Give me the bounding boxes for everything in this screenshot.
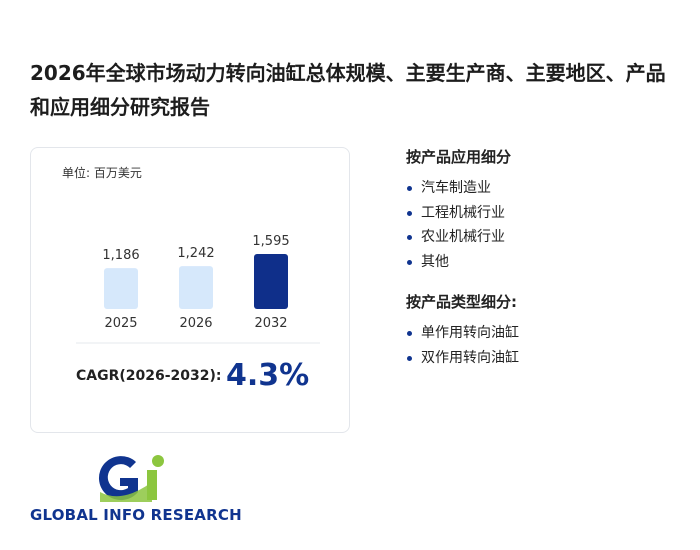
bar <box>179 266 213 309</box>
x-tick-label: 2032 <box>254 316 287 331</box>
report-title: 2026年全球市场动力转向油缸总体规模、主要生产商、主要地区、产品和应用细分研究… <box>30 61 666 119</box>
logo-text: GLOBAL INFO RESEARCH <box>30 506 242 524</box>
segment-item: 双作用转向油缸 <box>406 346 519 371</box>
cagr-value: 4.3% <box>226 358 310 393</box>
segment-group: 按产品类型细分: 单作用转向油缸 双作用转向油缸 <box>406 291 519 370</box>
segment-list: 单作用转向油缸 双作用转向油缸 <box>406 321 519 370</box>
value-label: 1,186 <box>102 248 139 263</box>
market-card <box>30 147 350 433</box>
segment-group: 按产品应用细分汽车制造业 工程机械行业 农业机械行业 其他 <box>406 146 511 274</box>
x-tick-label: 2025 <box>104 316 137 331</box>
bar <box>104 268 138 309</box>
segment-item: 农业机械行业 <box>406 225 511 250</box>
logo-mark <box>98 455 164 502</box>
segment-item: 单作用转向油缸 <box>406 321 519 346</box>
logo-dot <box>152 455 164 467</box>
x-tick-label: 2026 <box>179 316 212 331</box>
segment-item: 其他 <box>406 250 511 275</box>
unit-label: 单位: 百万美元 <box>62 166 142 180</box>
segment-heading: 按产品类型细分: <box>406 293 517 311</box>
value-label: 1,595 <box>252 234 289 249</box>
logo-i <box>147 470 157 500</box>
value-label: 1,242 <box>177 246 214 261</box>
bar <box>254 254 288 309</box>
segment-item: 汽车制造业 <box>406 176 511 201</box>
chart: 1,186 2025 1,242 2026 1,595 2032 <box>76 234 320 344</box>
segment-item: 工程机械行业 <box>406 201 511 226</box>
logo-g <box>98 456 138 501</box>
cagr-label: CAGR(2026-2032): <box>76 368 222 384</box>
segment-list: 汽车制造业 工程机械行业 农业机械行业 其他 <box>406 176 511 274</box>
segment-heading: 按产品应用细分 <box>406 148 512 166</box>
logo-swoosh <box>100 482 152 502</box>
